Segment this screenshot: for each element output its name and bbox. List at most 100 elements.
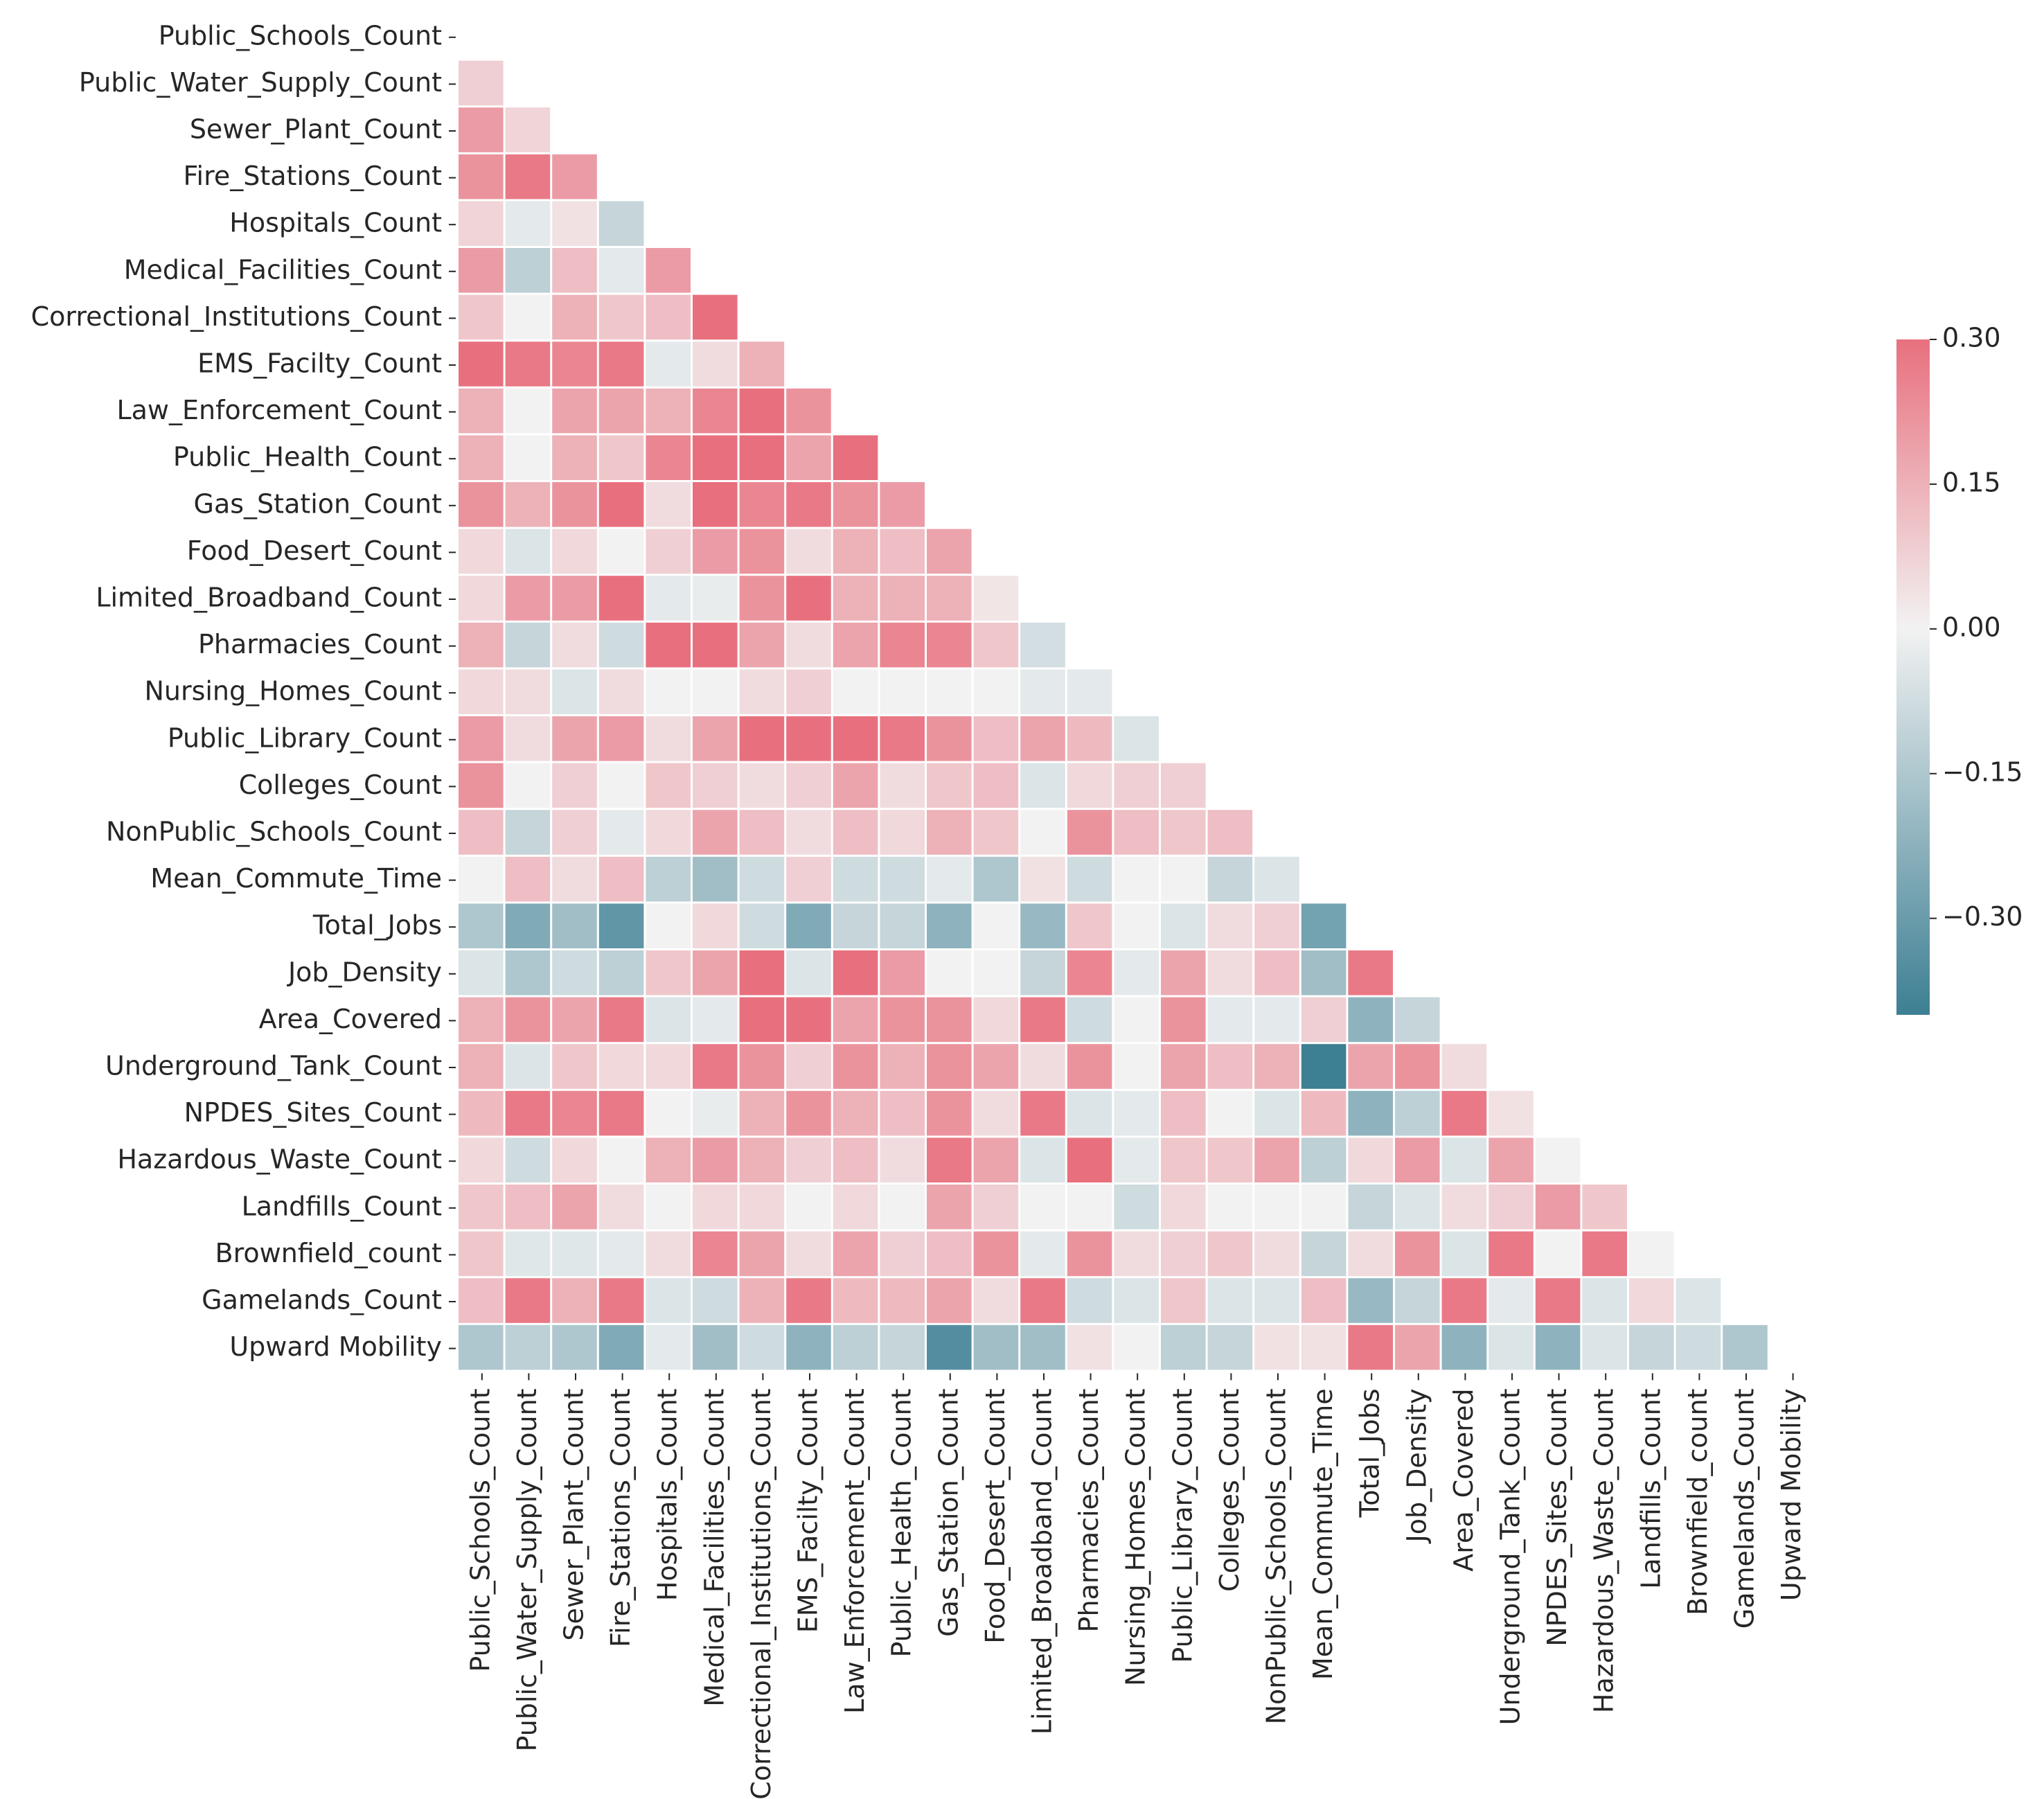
heatmap-cell-18-8 [833, 856, 878, 902]
heatmap-cell-28-4 [646, 1324, 691, 1370]
heatmap-cell-14-10 [927, 669, 972, 714]
heatmap-cell-26-9 [880, 1231, 925, 1277]
x-tick-label: NPDES_Sites_Count [1542, 1388, 1572, 1646]
heatmap-cell-4-3 [598, 201, 644, 246]
heatmap-cell-5-4 [646, 248, 691, 293]
heatmap-cell-9-0 [459, 435, 504, 480]
heatmap-cell-22-11 [973, 1044, 1019, 1089]
heatmap-cell-12-10 [927, 576, 972, 621]
heatmap-cell-10-9 [880, 482, 925, 527]
heatmap-cell-11-9 [880, 529, 925, 574]
heatmap-cell-25-23 [1535, 1185, 1581, 1230]
heatmap-cell-28-24 [1582, 1324, 1627, 1370]
heatmap-cell-21-3 [598, 997, 644, 1043]
heatmap-cell-28-6 [739, 1324, 785, 1370]
heatmap-cell-24-5 [693, 1137, 738, 1182]
heatmap-cell-19-0 [459, 903, 504, 948]
heatmap-cell-16-1 [505, 763, 551, 808]
heatmap-cell-16-12 [1020, 763, 1065, 808]
heatmap-cell-6-1 [505, 294, 551, 340]
heatmap-cell-26-0 [459, 1231, 504, 1277]
colorbar-tick-label: 0.15 [1942, 467, 2001, 497]
heatmap-cell-28-22 [1488, 1324, 1534, 1370]
heatmap-cell-23-18 [1301, 1090, 1347, 1136]
heatmap-cell-12-7 [786, 576, 831, 621]
heatmap-cell-27-11 [973, 1278, 1019, 1323]
heatmap-cell-14-0 [459, 669, 504, 714]
heatmap-cell-27-19 [1348, 1278, 1393, 1323]
y-tick-labels: Public_Schools_Count Public_Water_Supply_… [31, 20, 456, 1362]
heatmap-cell-17-2 [552, 810, 597, 855]
heatmap-cell-26-24 [1582, 1231, 1627, 1277]
x-tick-label: Sewer_Plant_Count [559, 1388, 589, 1640]
y-tick-label: Gas_Station_Count [194, 488, 442, 519]
heatmap-cell-25-5 [693, 1185, 738, 1230]
heatmap-cell-24-15 [1161, 1137, 1206, 1182]
heatmap-cell-26-5 [693, 1231, 738, 1277]
heatmap-cell-21-7 [786, 997, 831, 1043]
heatmap-cell-18-15 [1161, 856, 1206, 902]
heatmap-cell-13-11 [973, 622, 1019, 668]
y-tick-label: Mean_Commute_Time [150, 863, 442, 894]
heatmap-cell-23-14 [1114, 1090, 1159, 1136]
colorbar-tick-label: −0.15 [1942, 756, 2023, 787]
heatmap-cell-18-6 [739, 856, 785, 902]
heatmap-cell-28-0 [459, 1324, 504, 1370]
heatmap-cell-17-8 [833, 810, 878, 855]
heatmap-cell-15-2 [552, 716, 597, 761]
heatmap-cell-25-22 [1488, 1185, 1534, 1230]
heatmap-cell-24-19 [1348, 1137, 1393, 1182]
heatmap-cell-11-10 [927, 529, 972, 574]
heatmap-cell-28-16 [1207, 1324, 1253, 1370]
y-tick-label: Gamelands_Count [202, 1285, 442, 1315]
heatmap-cell-12-1 [505, 576, 551, 621]
heatmap-cell-20-11 [973, 950, 1019, 995]
x-tick-label: Job_Density [1401, 1388, 1432, 1543]
heatmap-cell-14-6 [739, 669, 785, 714]
x-tick-label: Gas_Station_Count [933, 1388, 963, 1636]
heatmap-cell-8-4 [646, 388, 691, 434]
heatmap-cell-20-2 [552, 950, 597, 995]
heatmap-cell-15-3 [598, 716, 644, 761]
heatmap-cell-22-8 [833, 1044, 878, 1089]
heatmap-cell-15-11 [973, 716, 1019, 761]
heatmap-cell-12-8 [833, 576, 878, 621]
heatmap-cell-27-24 [1582, 1278, 1627, 1323]
heatmap-cell-28-23 [1535, 1324, 1581, 1370]
heatmap-cell-16-11 [973, 763, 1019, 808]
heatmap-cell-8-6 [739, 388, 785, 434]
heatmap-cell-21-5 [693, 997, 738, 1043]
y-tick-label: NPDES_Sites_Count [184, 1097, 442, 1128]
heatmap-cell-20-10 [927, 950, 972, 995]
heatmap-cell-11-8 [833, 529, 878, 574]
heatmap-cell-5-2 [552, 248, 597, 293]
x-tick-label: Area_Covered [1448, 1388, 1479, 1571]
heatmap-cell-19-18 [1301, 903, 1347, 948]
heatmap-cell-9-8 [833, 435, 878, 480]
heatmap-cell-10-4 [646, 482, 691, 527]
x-tick-label: Hospitals_Count [652, 1388, 683, 1601]
heatmap-cell-12-2 [552, 576, 597, 621]
heatmap-cell-16-15 [1161, 763, 1206, 808]
heatmap-cell-26-16 [1207, 1231, 1253, 1277]
heatmap-cell-25-12 [1020, 1185, 1065, 1230]
heatmap-cell-13-10 [927, 622, 972, 668]
heatmap-cell-28-21 [1441, 1324, 1487, 1370]
heatmap-cell-8-1 [505, 388, 551, 434]
heatmap-cell-26-22 [1488, 1231, 1534, 1277]
x-tick-label: Limited_Broadband_Count [1027, 1388, 1058, 1735]
heatmap-cell-19-11 [973, 903, 1019, 948]
heatmap-cell-25-2 [552, 1185, 597, 1230]
heatmap-cell-22-7 [786, 1044, 831, 1089]
y-tick-label: Pharmacies_Count [198, 629, 442, 659]
y-tick-label: Limited_Broadband_Count [96, 583, 442, 613]
heatmap-cell-2-0 [459, 107, 504, 152]
heatmap-cell-24-2 [552, 1137, 597, 1182]
heatmap-cell-26-11 [973, 1231, 1019, 1277]
heatmap-cell-9-1 [505, 435, 551, 480]
heatmap-cell-15-9 [880, 716, 925, 761]
heatmap-cell-24-1 [505, 1137, 551, 1182]
y-tick-label: Sewer_Plant_Count [190, 114, 442, 145]
heatmap-cell-25-24 [1582, 1185, 1627, 1230]
heatmap-cell-18-5 [693, 856, 738, 902]
